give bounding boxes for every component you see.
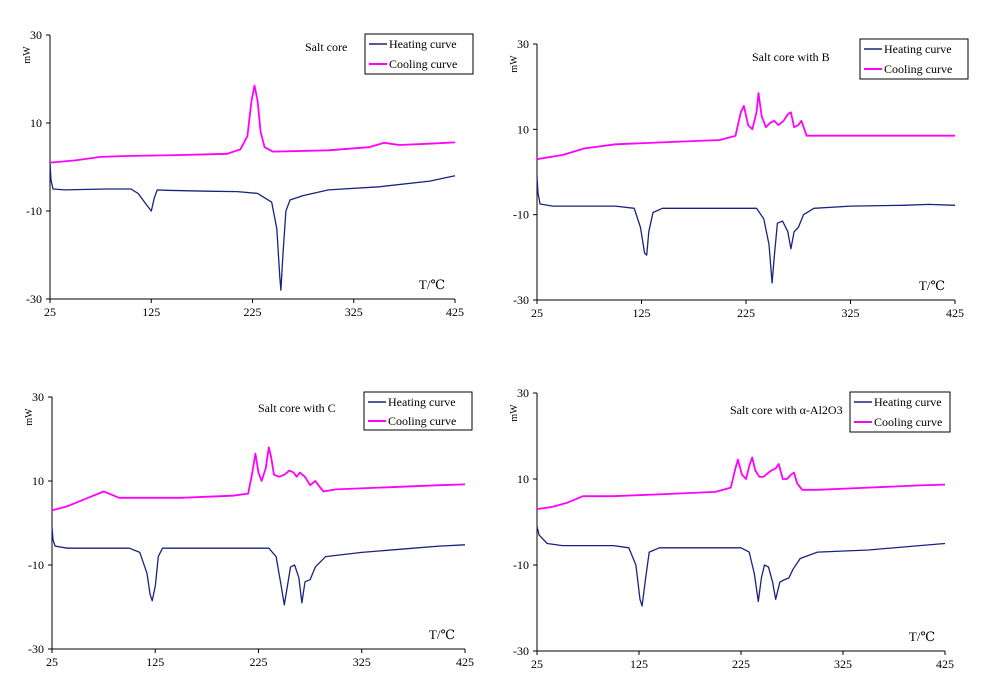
x-tick-label: 125 [142,305,160,319]
chart-title: Salt core with C [258,401,336,415]
x-tick-label: 25 [44,305,56,319]
y-axis-label: mW [509,404,520,422]
x-axis-label: T/℃ [909,629,935,644]
x-tick-label: 325 [834,657,852,671]
x-tick-label: 325 [353,655,371,669]
legend-label: Cooling curve [884,62,952,76]
x-tick-label: 25 [46,655,58,669]
x-tick-label: 325 [345,305,363,319]
y-tick-label: 30 [517,37,529,51]
series-line-cooling [49,84,456,164]
x-tick-label: 325 [842,306,860,320]
y-tick-label: 30 [32,390,44,404]
y-axis-label: mW [509,55,520,73]
x-tick-label: 425 [446,305,464,319]
y-tick-label: -30 [28,642,44,656]
chart-title: Salt core [305,40,347,54]
legend-box [364,33,474,75]
series-line-heating [536,526,946,607]
legend-label: Heating curve [874,395,942,409]
series-line-cooling [536,456,946,510]
y-tick-label: -30 [26,292,42,306]
y-tick-label: -30 [513,644,529,658]
x-tick-label: 225 [737,306,755,320]
legend-label: Cooling curve [874,415,942,429]
x-axis-label: T/℃ [919,278,945,293]
x-tick-label: 225 [250,655,268,669]
legend-box [859,38,969,80]
x-tick-label: 225 [732,657,750,671]
y-tick-label: 10 [517,122,529,136]
legend: Heating curve Cooling curve [363,391,473,431]
y-tick-label: -10 [28,558,44,572]
x-tick-label: 25 [531,306,543,320]
legend-box [849,391,951,433]
x-axis-label: T/℃ [419,277,445,292]
series-line-heating [536,176,956,284]
chart-title: Salt core with B [752,50,830,64]
x-tick-label: 425 [456,655,474,669]
x-tick-label: 125 [630,657,648,671]
chart-title: Salt core with α-Al2O3 [730,403,843,417]
legend-box [363,391,473,431]
legend-label: Heating curve [884,42,952,56]
y-tick-label: 10 [30,116,42,130]
x-axis-label: T/℃ [429,627,455,642]
legend: Heating curve Cooling curve [859,38,969,80]
y-tick-label: 30 [517,386,529,400]
legend-label: Cooling curve [388,414,456,428]
x-tick-label: 125 [146,655,164,669]
legend: Heating curve Cooling curve [849,391,951,433]
y-axis-label: mW [24,408,35,426]
x-tick-label: 425 [936,657,954,671]
legend-label: Heating curve [388,395,456,409]
legend-label: Cooling curve [389,57,457,71]
legend-label: Heating curve [389,37,457,51]
legend: Heating curve Cooling curve [364,33,474,75]
x-tick-label: 125 [633,306,651,320]
series-line-heating [49,162,456,291]
y-tick-label: 10 [517,472,529,486]
x-tick-label: 25 [531,657,543,671]
series-line-heating [51,527,466,606]
y-axis-label: mW [22,46,33,64]
x-tick-label: 225 [244,305,262,319]
x-tick-label: 425 [946,306,964,320]
y-tick-label: -10 [26,204,42,218]
series-line-cooling [51,446,466,512]
y-tick-label: -10 [513,208,529,222]
y-tick-label: 10 [32,474,44,488]
y-tick-label: -10 [513,558,529,572]
series-line-cooling [536,92,955,161]
y-tick-label: -30 [513,293,529,307]
y-tick-label: 30 [30,28,42,42]
